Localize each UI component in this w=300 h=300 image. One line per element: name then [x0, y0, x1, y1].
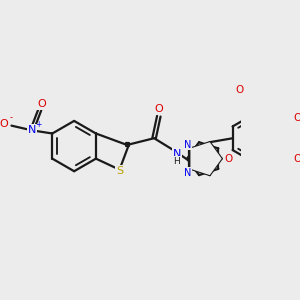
Text: O: O [224, 154, 232, 164]
Text: O: O [294, 113, 300, 123]
Text: -: - [9, 113, 12, 122]
Text: O: O [37, 99, 46, 109]
Text: N: N [184, 140, 191, 150]
Text: S: S [116, 166, 123, 176]
Polygon shape [190, 142, 222, 175]
Text: O: O [294, 154, 300, 164]
Text: O: O [0, 119, 8, 129]
Text: H: H [173, 157, 180, 166]
Text: O: O [154, 104, 163, 114]
Text: N: N [173, 149, 181, 159]
Text: N: N [184, 168, 191, 178]
Text: N: N [28, 125, 36, 135]
Text: +: + [35, 120, 41, 129]
Text: O: O [236, 85, 244, 95]
